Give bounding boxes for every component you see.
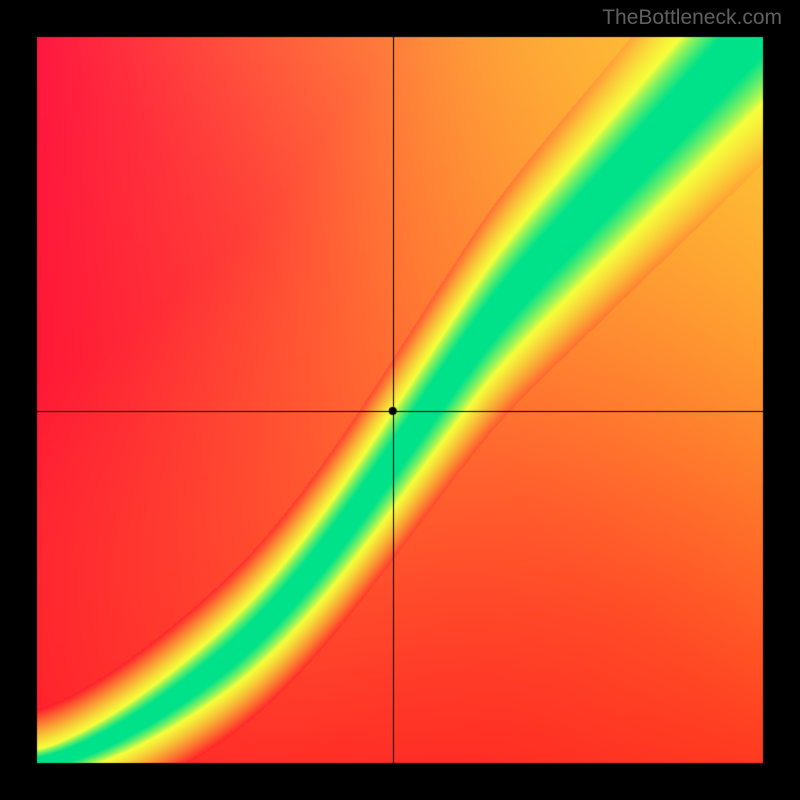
- heatmap-canvas: [0, 0, 800, 800]
- chart-container: TheBottleneck.com: [0, 0, 800, 800]
- chart-area: [0, 0, 800, 800]
- watermark-text: TheBottleneck.com: [602, 6, 782, 30]
